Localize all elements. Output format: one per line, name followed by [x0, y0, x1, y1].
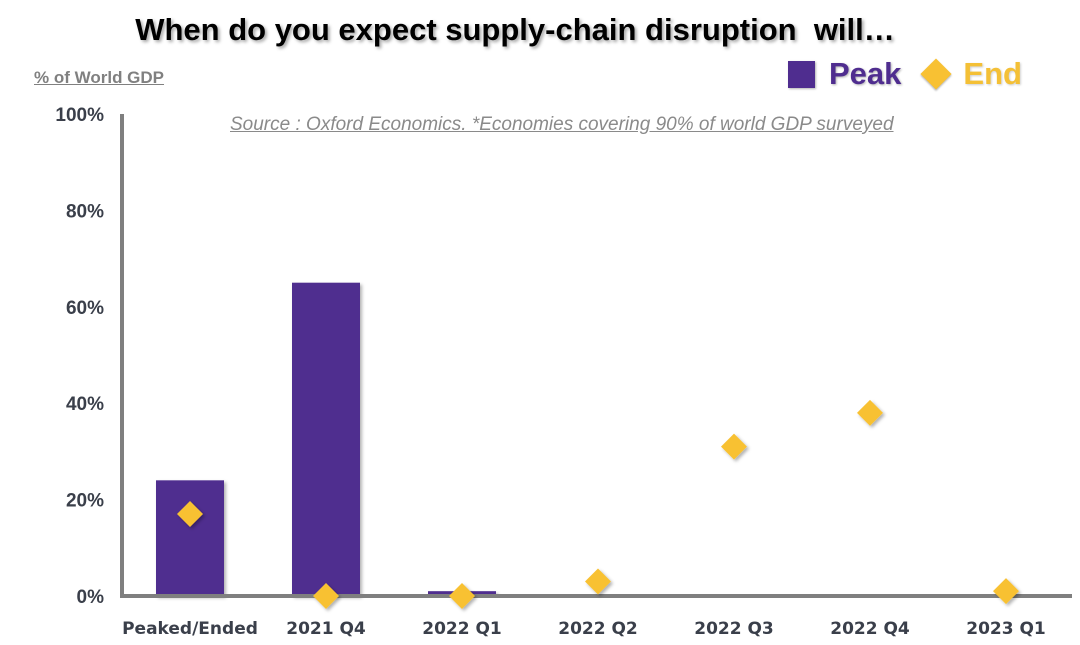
legend-item-end: End: [919, 56, 1022, 92]
legend-label-peak: Peak: [829, 56, 902, 91]
x-axis-categories: Peaked/Ended 2021 Q4 2022 Q1 2022 Q2 2022 Q3…: [122, 619, 1046, 639]
x-category-label: 2021 Q4: [286, 619, 366, 639]
x-category-label: 2022 Q3: [694, 619, 774, 639]
x-category-label: 2023 Q1: [966, 619, 1046, 639]
peak-bar: [156, 480, 224, 596]
x-category-label: Peaked/Ended: [122, 619, 258, 639]
end-diamond-marker: [449, 583, 475, 609]
peak-bar: [292, 282, 360, 596]
y-tick-label: 20%: [66, 491, 104, 512]
chart-title: When do you expect supply-chain disrupti…: [135, 12, 895, 47]
end-diamond-marker: [585, 568, 611, 595]
x-category-label: 2022 Q2: [558, 619, 638, 639]
y-tick-label: 80%: [66, 201, 104, 222]
end-markers: [177, 399, 1019, 609]
y-tick-label: 100%: [55, 105, 104, 126]
end-diamond-marker: [721, 433, 747, 460]
end-diamond-marker: [857, 399, 883, 426]
legend-label-end: End: [963, 56, 1022, 91]
legend-item-peak: Peak: [788, 56, 901, 92]
y-tick-label: 40%: [66, 394, 104, 415]
y-tick-label: 0%: [77, 587, 105, 608]
y-axis-unit-label: % of World GDP: [34, 68, 165, 87]
y-axis-ticks: 0% 20% 40% 60% 80% 100%: [55, 105, 104, 608]
y-tick-label: 60%: [66, 298, 104, 319]
legend: Peak End: [788, 56, 1040, 92]
legend-square-marker-icon: [788, 60, 815, 88]
source-note: Source : Oxford Economics. *Economies co…: [230, 114, 894, 135]
end-diamond-marker: [177, 501, 203, 528]
end-diamond-marker: [313, 583, 339, 609]
end-diamond-marker: [993, 578, 1019, 605]
peak-bars: [156, 282, 496, 596]
x-category-label: 2022 Q4: [830, 619, 910, 639]
x-category-label: 2022 Q1: [422, 619, 502, 639]
